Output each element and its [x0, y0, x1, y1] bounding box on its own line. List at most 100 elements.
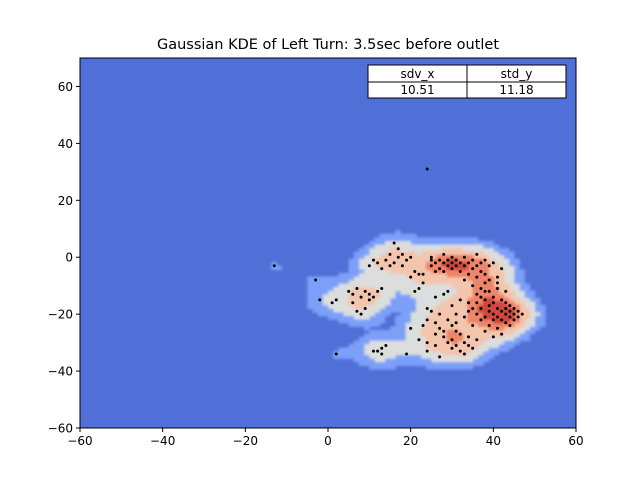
scatter-point [446, 341, 450, 345]
density-cell [524, 319, 531, 324]
density-cell [431, 262, 438, 267]
scatter-point [454, 258, 458, 262]
density-cell [415, 308, 422, 313]
density-cell [457, 322, 463, 327]
density-cell [431, 251, 438, 256]
density-cell [483, 333, 489, 338]
density-cell [348, 312, 355, 317]
density-cell [400, 340, 407, 345]
density-cell [421, 301, 427, 306]
density-cell [410, 344, 417, 349]
density-cell [524, 304, 531, 310]
density-cell [539, 304, 546, 310]
density-cell [483, 287, 489, 292]
density-cell [467, 237, 474, 242]
density-cell [379, 233, 386, 238]
scatter-point [384, 258, 388, 262]
density-cell [508, 265, 515, 270]
density-cell [483, 247, 489, 253]
density-cell [364, 262, 370, 267]
density-cell [421, 247, 427, 253]
density-cell [384, 244, 391, 249]
density-cell [374, 258, 381, 263]
density-cell [333, 308, 339, 313]
density-cell [483, 304, 489, 310]
density-cell [410, 276, 417, 281]
density-cell [446, 283, 453, 288]
scatter-point [330, 301, 334, 305]
scatter-point [483, 258, 487, 262]
density-cell [493, 258, 500, 263]
density-cell [364, 258, 370, 263]
density-cell [493, 333, 500, 338]
scatter-point [471, 284, 475, 288]
density-cell [328, 294, 334, 299]
density-cell [457, 301, 463, 306]
density-cell [452, 280, 458, 285]
density-cell [498, 251, 505, 256]
density-cell [452, 290, 458, 295]
density-cell [441, 322, 448, 327]
density-cell [353, 255, 360, 260]
density-cell [359, 308, 365, 313]
density-cell [328, 297, 334, 302]
density-cell [317, 312, 324, 317]
density-cell [333, 315, 339, 320]
scatter-point [454, 321, 458, 325]
density-cell [503, 272, 510, 278]
density-cell [493, 262, 500, 267]
density-cell [384, 329, 391, 334]
density-cell [364, 287, 370, 292]
density-cell [415, 247, 422, 253]
density-cell [390, 304, 396, 310]
density-cell [457, 312, 463, 317]
density-cell [421, 340, 427, 345]
density-cell [317, 283, 324, 288]
density-cell [415, 244, 422, 249]
density-cell [457, 304, 463, 310]
scatter-point [458, 298, 462, 302]
density-cell [415, 351, 422, 356]
density-cell [436, 365, 443, 370]
scatter-point [355, 309, 359, 313]
scatter-point [446, 258, 450, 262]
density-cell [405, 301, 412, 306]
density-cell [503, 315, 510, 320]
scatter-point [433, 321, 437, 325]
density-cell [503, 340, 510, 345]
density-cell [514, 297, 520, 302]
density-cell [374, 297, 381, 302]
density-cell [524, 308, 531, 313]
density-cell [369, 262, 376, 267]
density-cell [441, 244, 448, 249]
scatter-point [314, 278, 318, 282]
density-cell [364, 283, 370, 288]
density-cell [426, 304, 432, 310]
density-cell [328, 315, 334, 320]
density-cell [421, 255, 427, 260]
density-cell [483, 294, 489, 299]
density-cell [405, 247, 412, 253]
scatter-point [475, 275, 479, 279]
density-cell [395, 230, 401, 235]
density-cell [359, 247, 365, 253]
density-cell [338, 297, 345, 302]
density-cell [395, 333, 401, 338]
density-cell [477, 272, 484, 278]
density-cell [472, 237, 479, 242]
scatter-point [409, 326, 413, 330]
density-cell [405, 354, 412, 359]
density-cell [390, 287, 396, 292]
density-cell [519, 294, 525, 299]
density-cell [405, 272, 412, 278]
density-cell [508, 304, 515, 310]
density-cell [436, 297, 443, 302]
density-cell [457, 251, 463, 256]
density-cell [390, 237, 396, 242]
density-cell [467, 247, 474, 253]
density-cell [467, 297, 474, 302]
density-cell [328, 308, 334, 313]
density-cell [415, 329, 422, 334]
density-cell [436, 287, 443, 292]
density-cell [374, 251, 381, 256]
